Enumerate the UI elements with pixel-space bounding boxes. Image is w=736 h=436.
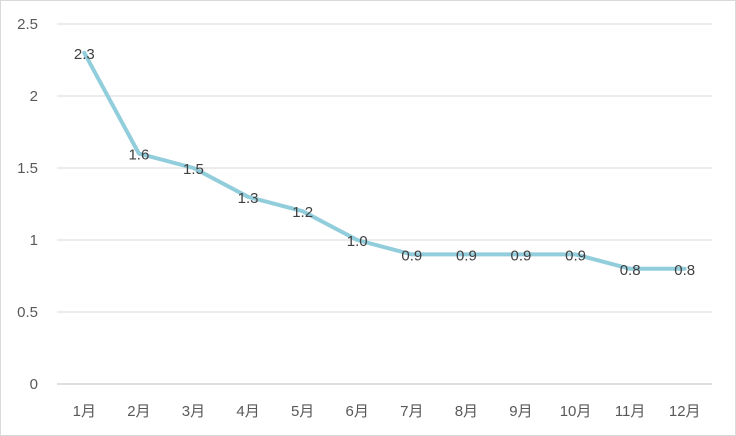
data-label: 1.6 xyxy=(128,147,149,164)
data-label: 0.9 xyxy=(511,247,532,264)
x-axis-ticks: 1月 2月 3月 4月 5月 6月 7月 8月 9月 10月 11月 12月 xyxy=(73,403,701,420)
x-tick-label: 1月 xyxy=(73,403,96,420)
y-tick-label: 0 xyxy=(30,376,38,393)
data-label: 0.9 xyxy=(565,247,586,264)
x-tick-label: 5月 xyxy=(291,403,314,420)
data-label: 1.5 xyxy=(183,161,204,178)
y-tick-label: 2 xyxy=(30,88,38,105)
y-tick-label: 1.5 xyxy=(17,160,38,177)
x-tick-label: 11月 xyxy=(615,403,646,420)
data-label: 0.8 xyxy=(620,262,641,279)
x-tick-label: 3月 xyxy=(182,403,205,420)
series-line xyxy=(82,50,687,271)
data-label: 0.8 xyxy=(674,262,695,279)
x-tick-label: 9月 xyxy=(509,403,532,420)
data-label: 1.0 xyxy=(347,233,368,250)
series xyxy=(82,50,687,271)
y-tick-label: 0.5 xyxy=(17,304,38,321)
data-label: 1.2 xyxy=(292,204,313,221)
x-tick-label: 12月 xyxy=(669,403,701,420)
data-labels: 2.3 1.6 1.5 1.3 1.2 1.0 0.9 0.9 0.9 0.9 0.8 0.8 xyxy=(74,46,695,279)
x-tick-label: 6月 xyxy=(346,403,369,420)
data-label: 0.9 xyxy=(401,247,422,264)
x-tick-label: 4月 xyxy=(236,403,259,420)
data-label: 0.9 xyxy=(456,247,477,264)
gridlines xyxy=(57,23,712,385)
x-tick-label: 10月 xyxy=(560,403,592,420)
y-tick-label: 2.5 xyxy=(17,16,38,33)
y-tick-label: 1 xyxy=(30,232,38,249)
data-label: 1.3 xyxy=(238,190,259,207)
x-tick-label: 2月 xyxy=(127,403,150,420)
y-axis-ticks: 0 0.5 1 1.5 2 2.5 xyxy=(17,16,38,393)
x-tick-label: 7月 xyxy=(400,403,423,420)
data-label: 2.3 xyxy=(74,46,95,63)
x-tick-label: 8月 xyxy=(455,403,478,420)
